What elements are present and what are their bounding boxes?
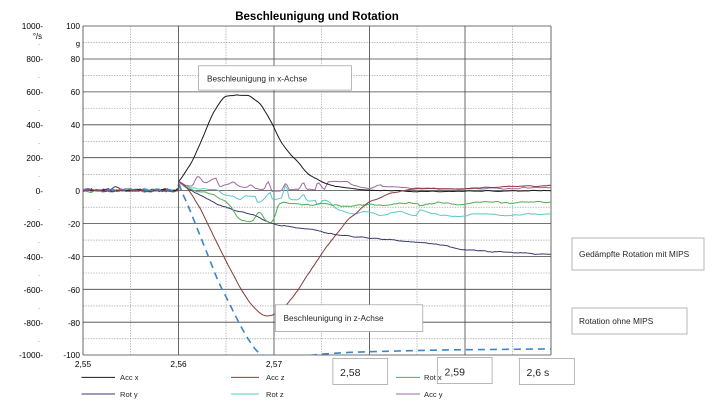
svg-text:200-: 200- [26,153,43,163]
svg-text:.: . [38,337,40,344]
svg-text:.: . [38,304,40,311]
svg-text:.: . [38,172,40,179]
svg-text:2,55: 2,55 [75,359,92,369]
svg-text:100: 100 [66,21,80,31]
svg-text:Beschleunigung in z-Achse: Beschleunigung in z-Achse [284,313,384,323]
svg-text:-800-: -800- [24,318,44,328]
svg-text:-80: -80 [68,318,80,328]
svg-text:.: . [38,106,40,113]
svg-text:.: . [38,205,40,212]
svg-text:2,6 s: 2,6 s [527,367,550,379]
svg-text:1000-: 1000- [22,21,43,31]
svg-text:-600-: -600- [24,285,44,295]
svg-text:Rotation ohne MIPS: Rotation ohne MIPS [579,316,654,326]
svg-text:400-: 400- [26,120,43,130]
svg-text:.: . [38,271,40,278]
svg-text:60: 60 [71,87,81,97]
svg-text:Rot x: Rot x [424,373,442,382]
svg-text:600-: 600- [26,87,43,97]
svg-text:Acc z: Acc z [266,373,285,382]
svg-text:.: . [38,40,40,47]
svg-text:2,57: 2,57 [266,359,283,369]
svg-text:Acc y: Acc y [424,390,443,399]
svg-text:.: . [38,139,40,146]
svg-text:40: 40 [71,120,81,130]
svg-text:g: g [76,39,80,48]
svg-text:.: . [38,238,40,245]
svg-text:20: 20 [71,153,81,163]
svg-text:-400-: -400- [24,252,44,262]
svg-text:-40: -40 [68,252,80,262]
svg-text:Rot y: Rot y [120,390,138,399]
svg-text:Acc x: Acc x [120,373,139,382]
svg-text:2,58: 2,58 [340,367,361,379]
svg-text:2,56: 2,56 [170,359,187,369]
svg-text:800-: 800- [26,54,43,64]
svg-text:0: 0 [75,186,80,196]
svg-text:Beschleunigung und Rotation: Beschleunigung und Rotation [235,11,399,23]
svg-text:2,59: 2,59 [445,367,466,379]
svg-text:-200-: -200- [24,219,44,229]
svg-text:0-: 0- [36,186,44,196]
svg-text:.: . [38,73,40,80]
svg-text:-1000-: -1000- [19,350,43,360]
svg-text:Beschleunigung in x-Achse: Beschleunigung in x-Achse [207,74,307,84]
svg-text:-60: -60 [68,285,80,295]
svg-text:-20: -20 [68,219,80,229]
svg-text:80: 80 [71,54,81,64]
svg-text:Gedämpfte Rotation mit MIPS: Gedämpfte Rotation mit MIPS [579,249,690,259]
svg-text:Rot z: Rot z [266,390,284,399]
